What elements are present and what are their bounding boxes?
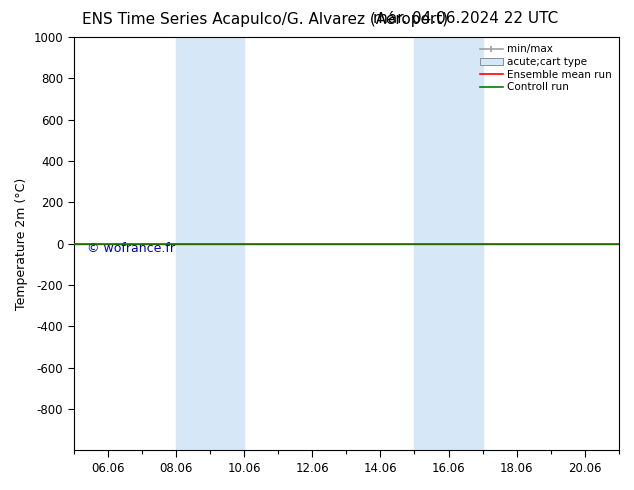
Y-axis label: Temperature 2m (°C): Temperature 2m (°C) [15,177,28,310]
Text: ENS Time Series Acapulco/G. Alvarez (Aéroport): ENS Time Series Acapulco/G. Alvarez (Aér… [82,11,448,27]
Legend: min/max, acute;cart type, Ensemble mean run, Controll run: min/max, acute;cart type, Ensemble mean … [476,40,616,97]
Text: mar. 04.06.2024 22 UTC: mar. 04.06.2024 22 UTC [373,11,558,26]
Text: © wofrance.fr: © wofrance.fr [87,242,175,255]
Bar [176,37,244,450]
Bar [415,37,482,450]
